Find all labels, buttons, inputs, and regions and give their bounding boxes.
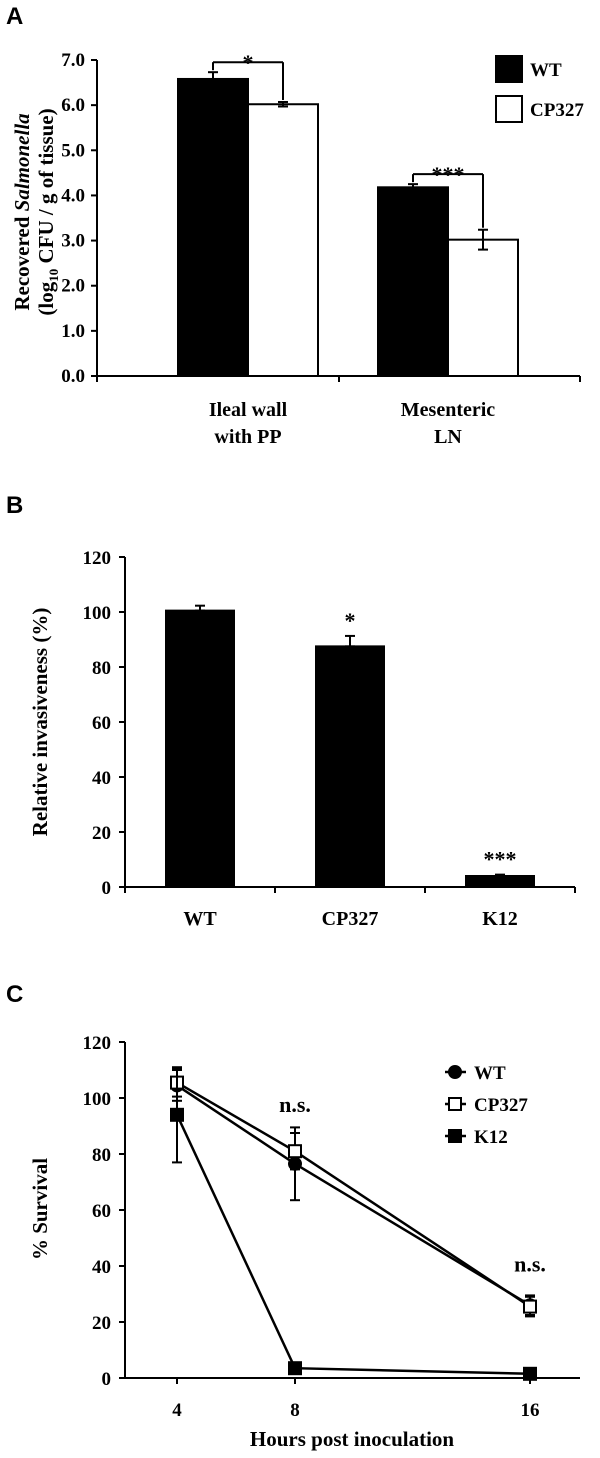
panel-b-category-label: CP327 — [322, 908, 379, 930]
panel-b-y-tick-label: 20 — [92, 823, 111, 844]
panel-c-series-line-cp327 — [176, 1081, 531, 1308]
panel-c-y-tick-label: 60 — [92, 1201, 111, 1222]
panel-a-ylabel-prefix: Recovered — [10, 211, 34, 310]
panel-c-point-k12 — [170, 1107, 184, 1122]
panel-c-y-tick-label: 120 — [83, 1033, 112, 1054]
panel-c-legend-marker-wt — [448, 1065, 462, 1079]
panel-c-y-tick-label: 0 — [102, 1369, 112, 1390]
panel-a-bar-wt — [377, 186, 449, 377]
panel-b-y-tick-label: 100 — [83, 603, 112, 624]
panel-c-y-tick-label: 40 — [92, 1257, 111, 1278]
panel-c-chart: % Survival Hours post inoculation 0 20 40 6… — [28, 1033, 580, 1451]
panel-c-annotation-16h: n.s. — [514, 1252, 546, 1277]
panel-a-ylabel-unit-b: CFU / g of tissue) — [34, 108, 58, 268]
panel-a-category-label: with PP — [214, 426, 281, 448]
panel-b-category-label: WT — [183, 908, 217, 930]
panel-a-ylabel-unit-sub: 10 — [46, 269, 61, 282]
panel-c-series-line-k12 — [175, 1114, 531, 1376]
panel-a-significance: *** — [432, 162, 465, 187]
panel-c-y-tick-label: 80 — [92, 1145, 111, 1166]
panel-c-legend-label-wt: WT — [474, 1063, 506, 1084]
panel-b-y-tick-label: 0 — [102, 878, 112, 899]
panel-b-letter: B — [6, 492, 23, 519]
panel-a-significance: * — [243, 50, 254, 75]
panel-a-ylabel-italic: Salmonella — [10, 113, 34, 211]
svg-text:Recovered Salmonella: Recovered Salmonella — [10, 113, 34, 310]
panel-a-chart: Recovered Salmonella (log10 CFU / g of t… — [10, 50, 584, 448]
panel-a-y-tick-label: 2.0 — [61, 276, 85, 297]
panel-c-x-tick-label: 8 — [290, 1400, 300, 1421]
panel-b-y-tick-label: 120 — [83, 548, 112, 569]
panel-a-legend-label-cp327: CP327 — [530, 100, 584, 121]
panel-b-bar — [165, 609, 235, 888]
panel-a-category-label: LN — [434, 426, 462, 448]
panel-b-bar — [315, 645, 385, 888]
panel-b-significance: *** — [484, 847, 517, 872]
panel-c-point-k12 — [288, 1361, 302, 1376]
panel-a-y-tick-label: 7.0 — [61, 50, 85, 71]
panel-b-significance: * — [345, 608, 356, 633]
panel-c-legend-label-cp327: CP327 — [474, 1095, 528, 1116]
panel-a-y-tick-label: 6.0 — [61, 95, 85, 116]
panel-a-letter: A — [6, 3, 23, 30]
panel-c-x-tick-label: 16 — [521, 1400, 540, 1421]
panel-c-point-cp327 — [523, 1299, 537, 1314]
panel-a-y-axis-title: Recovered Salmonella (log10 CFU / g of t… — [10, 108, 61, 315]
panel-a-legend-label-wt: WT — [530, 60, 562, 81]
panel-a-y-tick-label: 1.0 — [61, 321, 85, 342]
panel-c-legend-marker-k12 — [448, 1129, 462, 1143]
panel-c-y-tick-label: 20 — [92, 1313, 111, 1334]
panel-c-letter: C — [6, 981, 23, 1008]
panel-b-bar — [465, 875, 535, 888]
panel-a-y-tick-label: 5.0 — [61, 140, 85, 161]
panel-a-y-tick-label: 3.0 — [61, 231, 85, 252]
panel-a-legend-swatch-wt — [495, 55, 523, 83]
panel-c-y-axis-title: % Survival — [28, 1158, 52, 1260]
panel-c-x-axis-title: Hours post inoculation — [250, 1427, 455, 1451]
panel-b-y-tick-label: 60 — [92, 713, 111, 734]
panel-b-category-label: K12 — [482, 908, 518, 930]
panel-c-x-tick-label: 4 — [172, 1400, 182, 1421]
panel-a-category-label: Ileal wall — [209, 399, 288, 421]
panel-c-legend-marker-cp327 — [448, 1097, 462, 1111]
panel-b-y-axis-title: Relative invasiveness (%) — [28, 608, 52, 837]
panel-a-legend-swatch-cp327 — [495, 95, 523, 123]
panel-a-y-tick-label: 4.0 — [61, 185, 85, 206]
svg-text:(log10 CFU / g of tissue): (log10 CFU / g of tissue) — [34, 108, 61, 315]
panel-a-category-label: Mesenteric — [401, 399, 496, 421]
panel-a-bar-wt — [177, 77, 249, 378]
panel-c-point-cp327 — [288, 1144, 302, 1159]
panel-b-y-tick-label: 80 — [92, 658, 111, 679]
panel-a-y-tick-label: 0.0 — [61, 366, 85, 387]
panel-c-point-k12 — [523, 1366, 537, 1381]
panel-a-ylabel-unit-a: (log — [34, 281, 58, 315]
panel-c-annotation-8h: n.s. — [279, 1092, 311, 1117]
panel-c-y-tick-label: 100 — [83, 1089, 112, 1110]
panel-b-chart: Relative invasiveness (%) 0 20 40 60 80 100 12… — [28, 548, 576, 930]
panel-a-bar-cp327 — [247, 103, 319, 378]
panel-a-bar-cp327 — [447, 238, 519, 377]
panel-c-legend-label-k12: K12 — [474, 1127, 508, 1148]
panel-b-y-tick-label: 40 — [92, 768, 111, 789]
